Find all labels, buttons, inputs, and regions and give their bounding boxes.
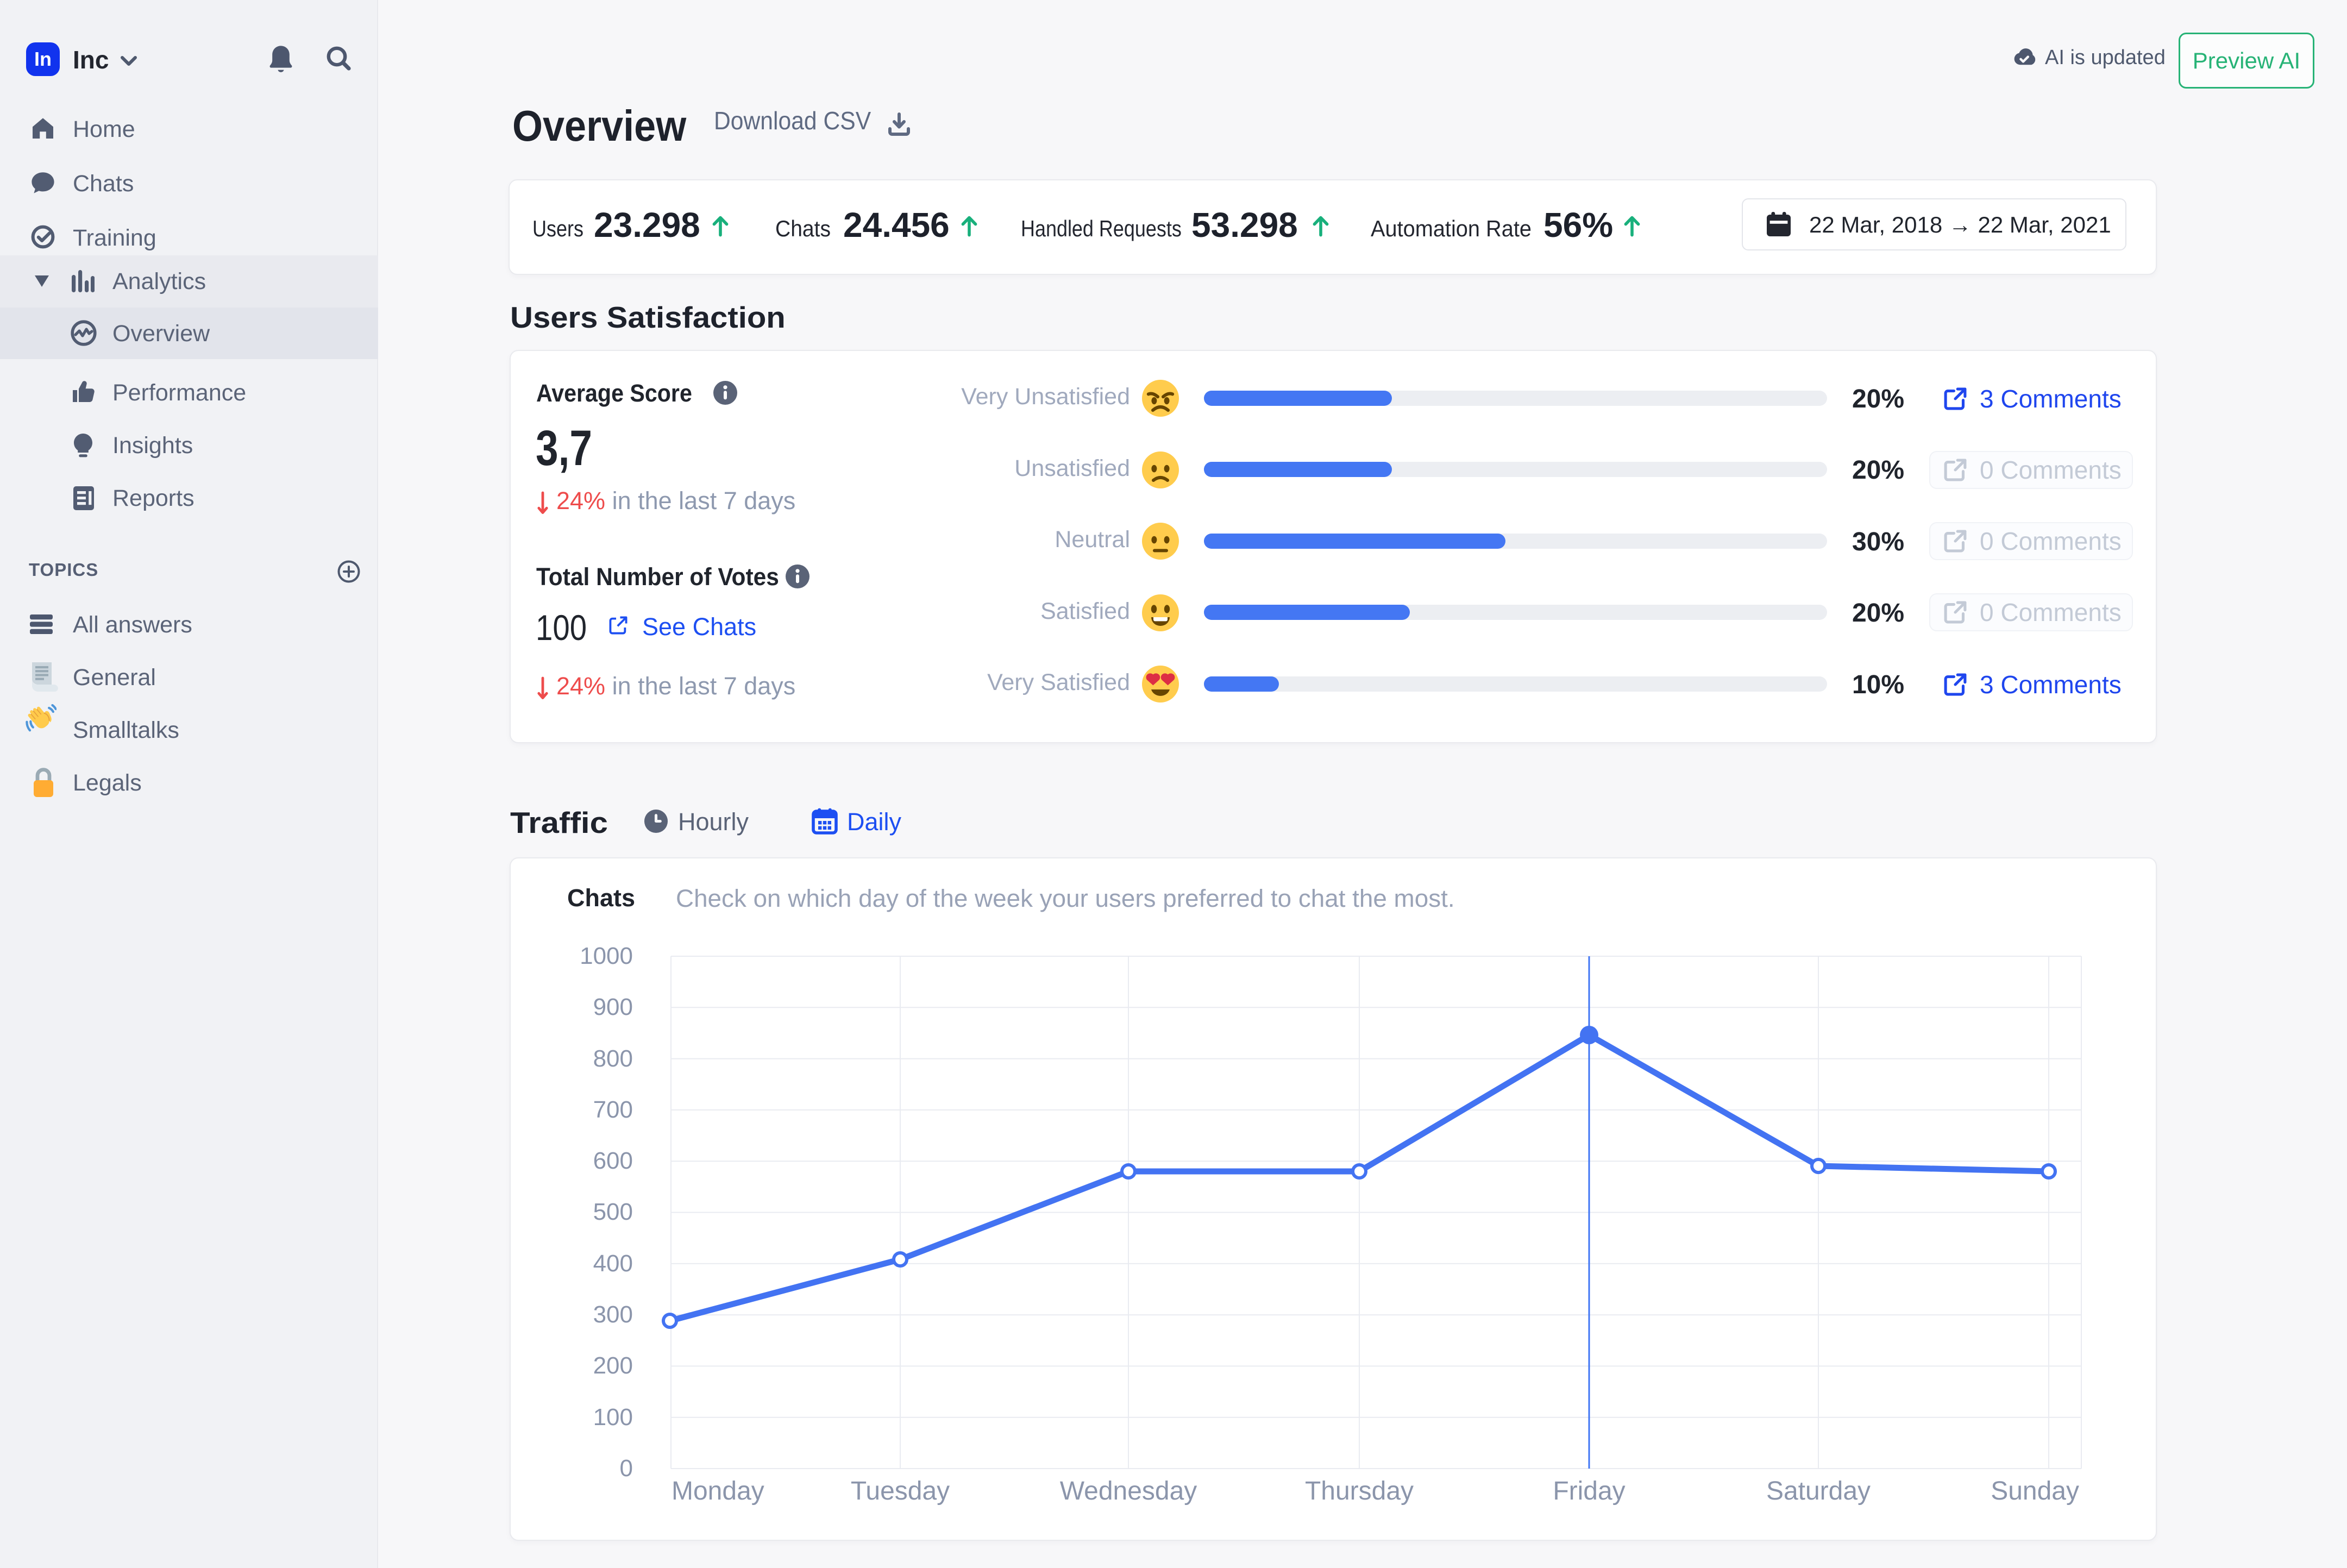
svg-text:200: 200 [593,1352,633,1379]
svg-text:Tuesday: Tuesday [851,1477,950,1506]
svg-text:900: 900 [593,994,633,1020]
svg-text:400: 400 [593,1250,633,1277]
svg-text:100: 100 [593,1404,633,1431]
svg-text:Saturday: Saturday [1766,1477,1871,1506]
svg-text:500: 500 [593,1199,633,1225]
svg-text:Friday: Friday [1553,1477,1625,1506]
svg-text:800: 800 [593,1045,633,1072]
svg-text:Thursday: Thursday [1305,1477,1414,1506]
svg-text:Wednesday: Wednesday [1060,1477,1197,1506]
svg-text:0: 0 [620,1455,633,1482]
svg-text:700: 700 [593,1096,633,1123]
svg-text:Sunday: Sunday [1991,1477,2079,1506]
svg-text:1000: 1000 [580,943,633,969]
svg-text:Monday: Monday [672,1477,764,1506]
svg-text:300: 300 [593,1301,633,1328]
svg-text:600: 600 [593,1147,633,1174]
